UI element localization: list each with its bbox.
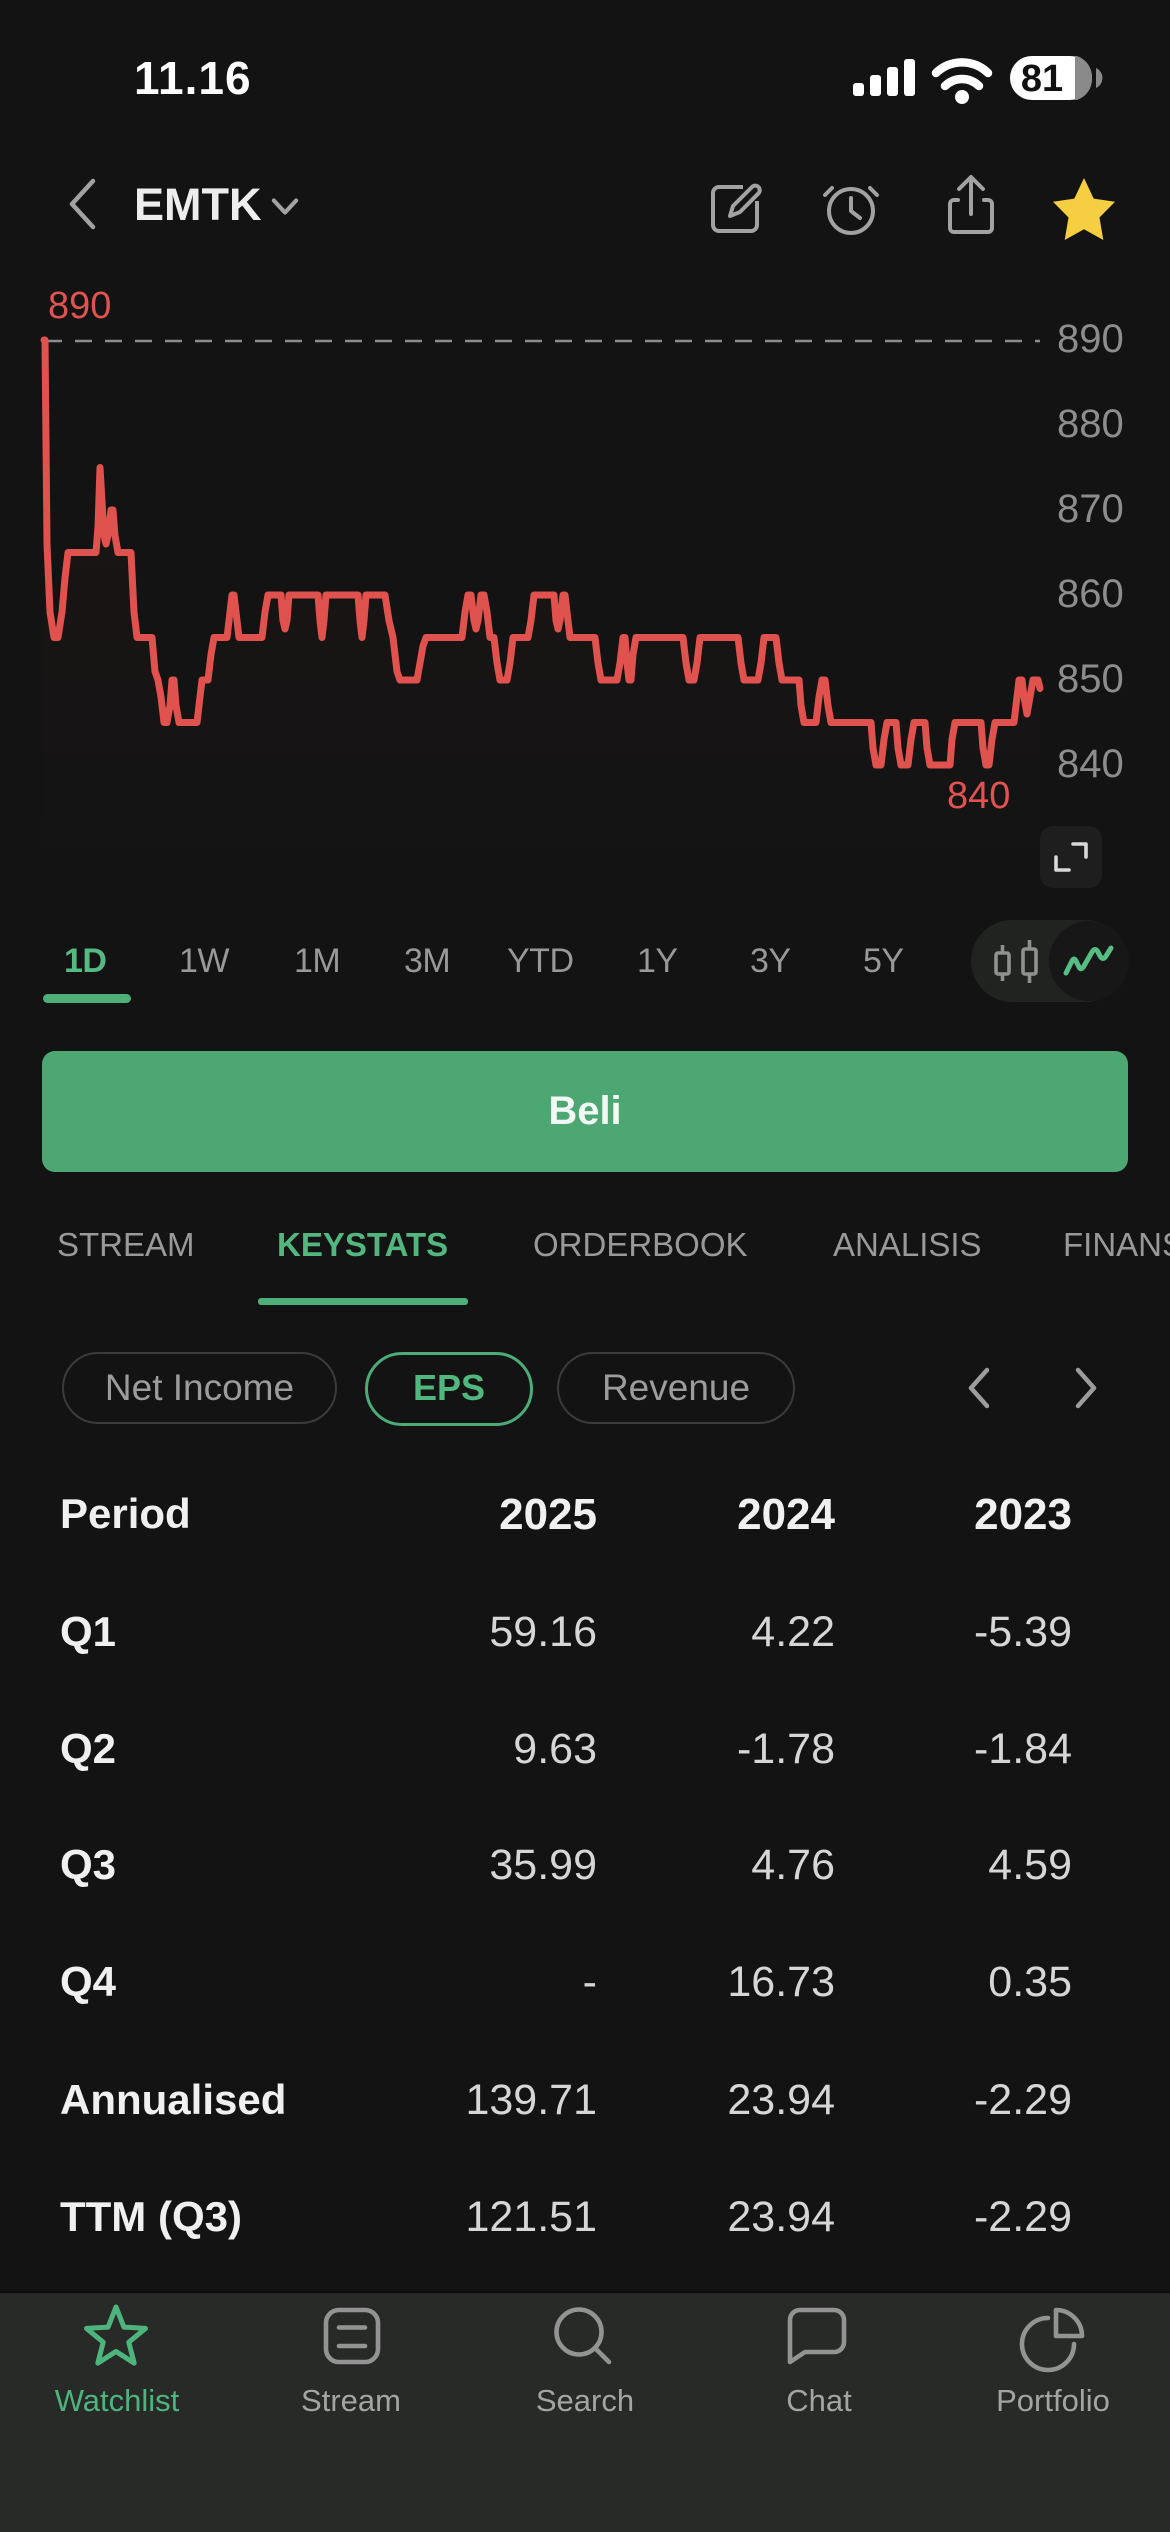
svg-text:890: 890: [48, 285, 111, 327]
svg-text:81: 81: [1021, 58, 1063, 100]
svg-text:840: 840: [1057, 742, 1124, 786]
svg-text:880: 880: [1057, 402, 1124, 446]
svg-text:850: 850: [1057, 657, 1124, 701]
svg-text:840: 840: [947, 775, 1010, 817]
svg-text:890: 890: [1057, 317, 1124, 361]
svg-text:870: 870: [1057, 487, 1124, 531]
svg-text:860: 860: [1057, 572, 1124, 616]
